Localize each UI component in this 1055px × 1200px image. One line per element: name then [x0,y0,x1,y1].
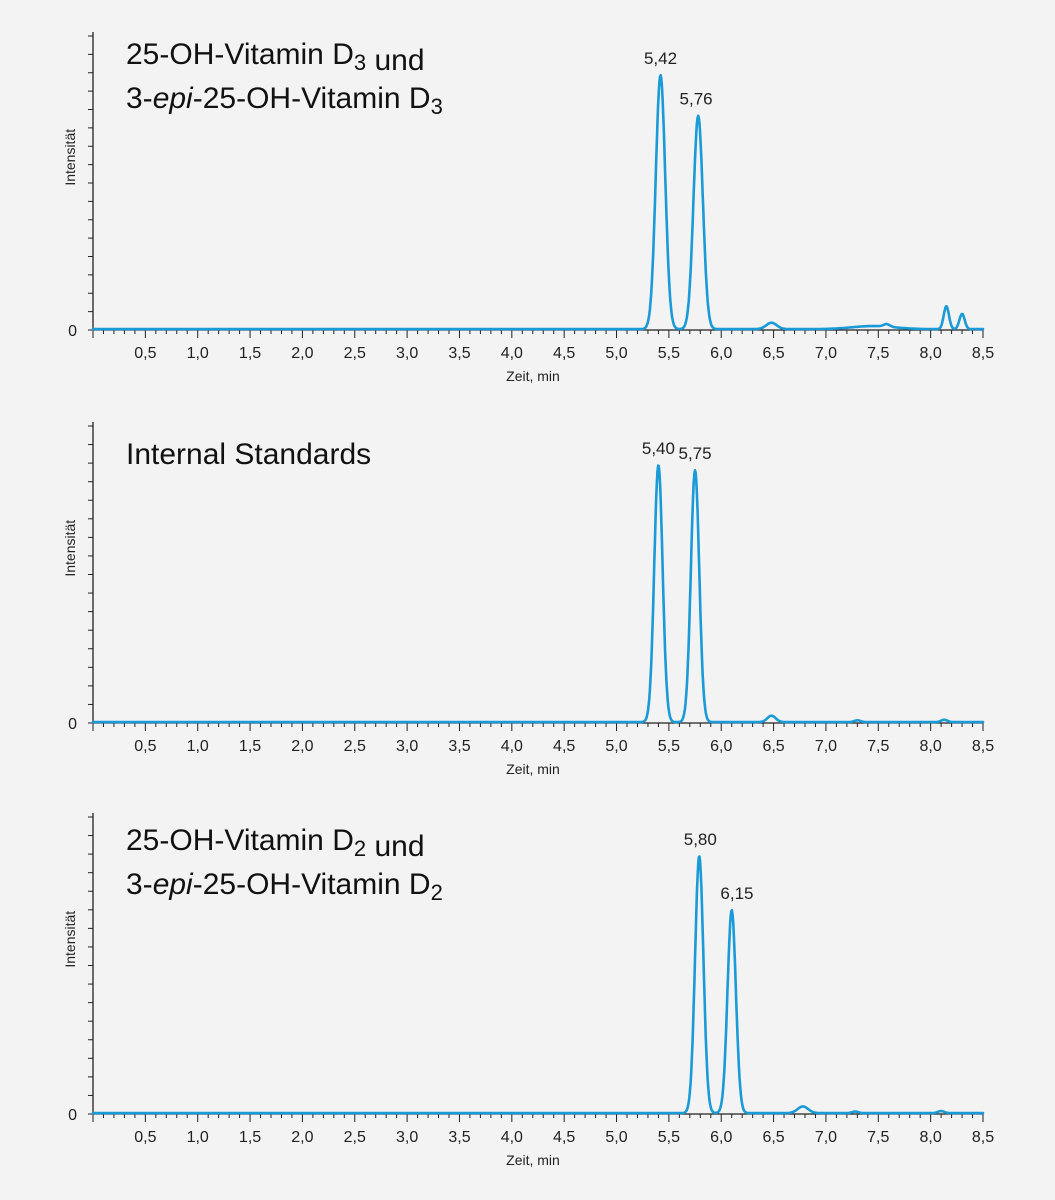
x-tick-label: 1,5 [239,1129,261,1146]
peak-label: 5,80 [684,830,717,849]
x-tick-label: 8,0 [920,1129,942,1146]
peak-label: 5,76 [680,90,713,109]
x-tick-label: 8,0 [920,345,942,362]
x-tick-label: 4,5 [553,1129,575,1146]
y-axis-label: Intensität [62,911,78,968]
x-tick-label: 8,5 [972,738,994,755]
x-tick-label: 3,5 [448,345,470,362]
x-tick-label: 2,5 [344,738,366,755]
x-tick-label: 1,0 [187,1129,209,1146]
chromatogram-trace [91,74,985,331]
x-tick-label: 6,5 [762,345,784,362]
x-tick-label: 6,5 [762,1129,784,1146]
peak-label: 5,42 [644,49,677,68]
y-axis-label: Intensität [62,129,78,186]
x-axis-label: Zeit, min [506,1152,560,1168]
x-tick-label: 7,5 [867,1129,889,1146]
x-tick-label: 0,5 [134,1129,156,1146]
x-tick-label: 6,0 [710,1129,732,1146]
x-tick-label: 2,0 [291,345,313,362]
x-tick-label: 3,5 [448,738,470,755]
x-tick-label: 3,0 [396,1129,418,1146]
chart-1-title-line-2: 3-epi-25-OH-Vitamin D3 [126,82,443,119]
chart-3-title-line-1: 25-OH-Vitamin D2 und [126,824,425,863]
x-tick-label: 3,5 [448,1129,470,1146]
x-tick-label: 7,0 [815,345,837,362]
x-tick-label: 2,0 [291,1129,313,1146]
x-tick-label: 4,5 [553,738,575,755]
x-tick-label: 5,0 [605,345,627,362]
x-tick-label: 8,5 [972,1129,994,1146]
x-tick-label: 4,5 [553,345,575,362]
x-tick-label: 5,0 [605,1129,627,1146]
peak-label: 5,40 [642,439,675,458]
x-tick-label: 3,0 [396,738,418,755]
y-axis-label: Intensität [62,520,78,577]
x-tick-label: 6,5 [762,738,784,755]
chart-1: 0 Intensität 0,5 1,0 1,5 2,0 2,5 3,0 3,5 4,0 4,5 5,… [62,32,994,384]
x-tick-label: 1,0 [187,345,209,362]
x-tick-label: 4,0 [501,345,523,362]
chart-3-title-line-2: 3-epi-25-OH-Vitamin D2 [126,868,443,905]
x-tick-label: 5,5 [658,738,680,755]
x-tick-label: 7,0 [815,1129,837,1146]
x-tick-label: 6,0 [710,345,732,362]
chromatogram-trace [91,464,985,724]
x-tick-label: 1,5 [239,345,261,362]
x-tick-label: 6,0 [710,738,732,755]
x-axis-label: Zeit, min [506,761,560,777]
x-tick-label: 0,5 [134,345,156,362]
peak-label: 5,75 [679,444,712,463]
chart-1-title-line-1: 25-OH-Vitamin D3 und [126,38,425,77]
y-zero-label: 0 [68,323,77,340]
x-tick-label: 7,5 [867,345,889,362]
x-tick-label: 8,0 [920,738,942,755]
x-tick-label: 2,0 [291,738,313,755]
x-tick-label: 2,5 [344,345,366,362]
chromatogram-trace [91,855,985,1115]
x-tick-label: 7,5 [867,738,889,755]
x-tick-label: 7,0 [815,738,837,755]
x-tick-label: 8,5 [972,345,994,362]
y-zero-label: 0 [68,1107,77,1124]
chart-3: 0 Intensität 0,5 1,0 1,5 2,0 2,5 3,0 3,5 4,0 4,5 5,… [62,813,994,1168]
x-tick-label: 1,0 [187,738,209,755]
y-zero-label: 0 [68,716,77,733]
x-axis-label: Zeit, min [506,368,560,384]
x-tick-label: 3,0 [396,345,418,362]
x-tick-label: 5,0 [605,738,627,755]
chart-2: 0 Intensität 0,5 1,0 1,5 2,0 2,5 3,0 3,5 4,0 4,5 5,… [62,422,994,777]
peak-label: 6,15 [720,884,753,903]
x-tick-label: 5,5 [658,345,680,362]
x-tick-label: 2,5 [344,1129,366,1146]
x-tick-label: 1,5 [239,738,261,755]
chart-2-title: Internal Standards [126,438,371,471]
x-tick-label: 0,5 [134,738,156,755]
x-tick-label: 4,0 [501,1129,523,1146]
x-tick-label: 4,0 [501,738,523,755]
x-tick-label: 5,5 [658,1129,680,1146]
